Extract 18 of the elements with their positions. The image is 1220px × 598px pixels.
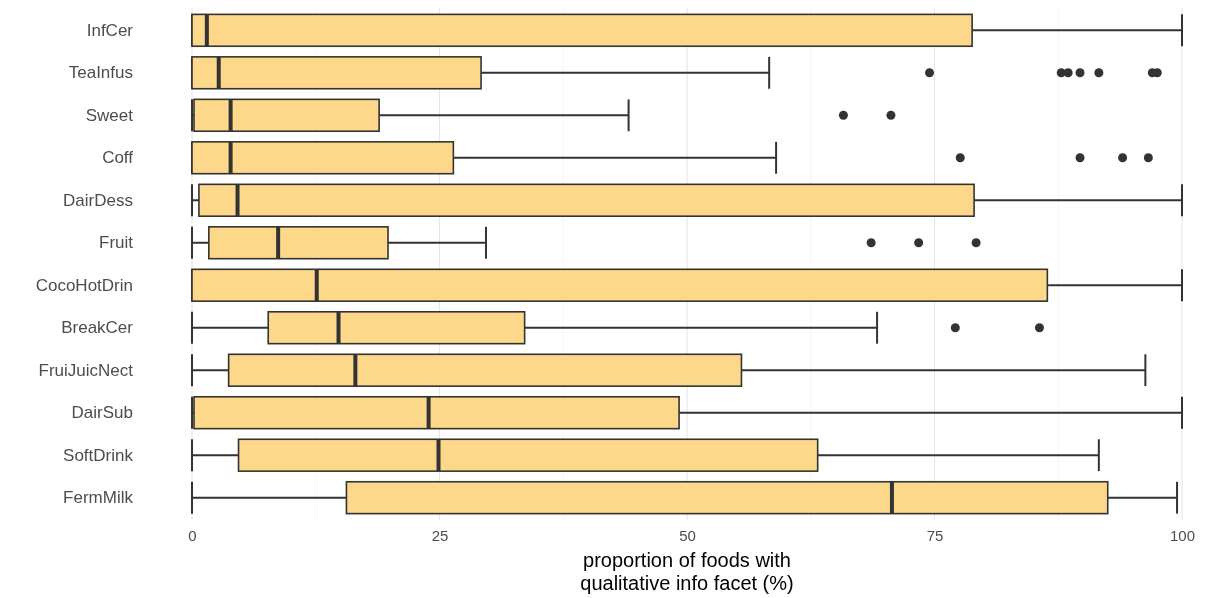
y-tick-label: InfCer [86, 20, 134, 40]
x-tick-label: 50 [679, 526, 696, 544]
y-tick-label: TeaInfus [68, 63, 133, 83]
x-tick-label: 25 [431, 526, 449, 544]
y-tick-label: SoftDrink [63, 445, 134, 465]
y-tick-label: FruiJuicNect [38, 360, 134, 380]
x-tick-label: 100 [1169, 526, 1196, 544]
y-tick-label: Sweet [85, 105, 134, 125]
y-tick-label: DairDess [63, 190, 133, 210]
y-tick-label: CocoHotDrin [35, 275, 133, 295]
y-tick-label: Coff [102, 148, 134, 168]
y-tick-label: FermMilk [63, 488, 134, 508]
x-tick-label: 75 [926, 526, 944, 544]
x-tick-label: 0 [188, 526, 197, 544]
x-axis-title: proportion of foods with qualitative info facet (%) [580, 549, 794, 594]
y-tick-label: Fruit [99, 233, 134, 253]
y-tick-label: DairSub [71, 403, 133, 423]
y-tick-label: BreakCer [61, 318, 134, 338]
